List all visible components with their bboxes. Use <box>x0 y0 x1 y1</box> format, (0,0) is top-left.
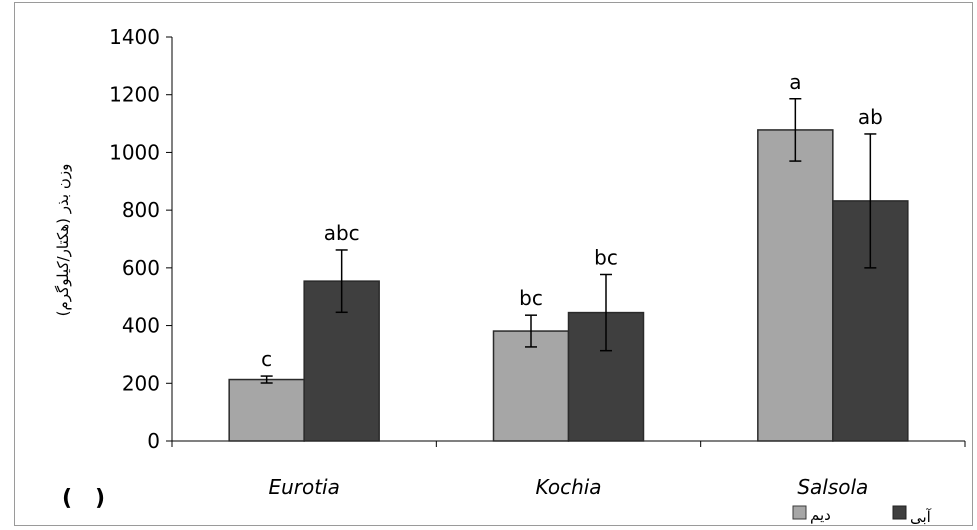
y-tick-label: 800 <box>122 198 160 222</box>
panel-label: ( ) <box>62 486 105 511</box>
bar-kochia-s1 <box>567 311 645 442</box>
significance-label: bc <box>519 286 543 310</box>
y-tick-label: 0 <box>147 429 160 453</box>
legend-swatch-irrigated <box>892 505 907 520</box>
x-category-label: Salsola <box>797 475 868 499</box>
y-tick-label: 1200 <box>109 83 160 107</box>
chart-frame <box>14 2 973 526</box>
legend-label-rainfed: دیم <box>810 506 831 524</box>
significance-label: bc <box>594 245 618 269</box>
y-axis-label: وزن بذر (هکتار/کیلوگرم) <box>54 164 72 317</box>
y-tick-label: 400 <box>122 314 160 338</box>
legend-swatch-rainfed <box>792 505 807 520</box>
significance-label: ab <box>858 105 883 129</box>
y-tick-label: 1400 <box>109 25 160 49</box>
legend: دیم آبی <box>792 505 932 526</box>
legend-label-irrigated: آبی <box>910 508 932 526</box>
x-category-label: Eurotia <box>268 475 339 499</box>
bar-salsola-s0 <box>757 129 834 442</box>
significance-label: abc <box>324 221 360 245</box>
y-tick-label: 200 <box>122 371 160 395</box>
significance-label: a <box>789 70 801 94</box>
significance-label: c <box>261 347 272 371</box>
bar-eurotia-s0 <box>228 378 305 442</box>
y-tick-label: 1000 <box>109 140 160 164</box>
y-tick-label: 600 <box>122 256 160 280</box>
x-category-label: Kochia <box>535 475 601 499</box>
bar-kochia-s0 <box>492 330 570 442</box>
